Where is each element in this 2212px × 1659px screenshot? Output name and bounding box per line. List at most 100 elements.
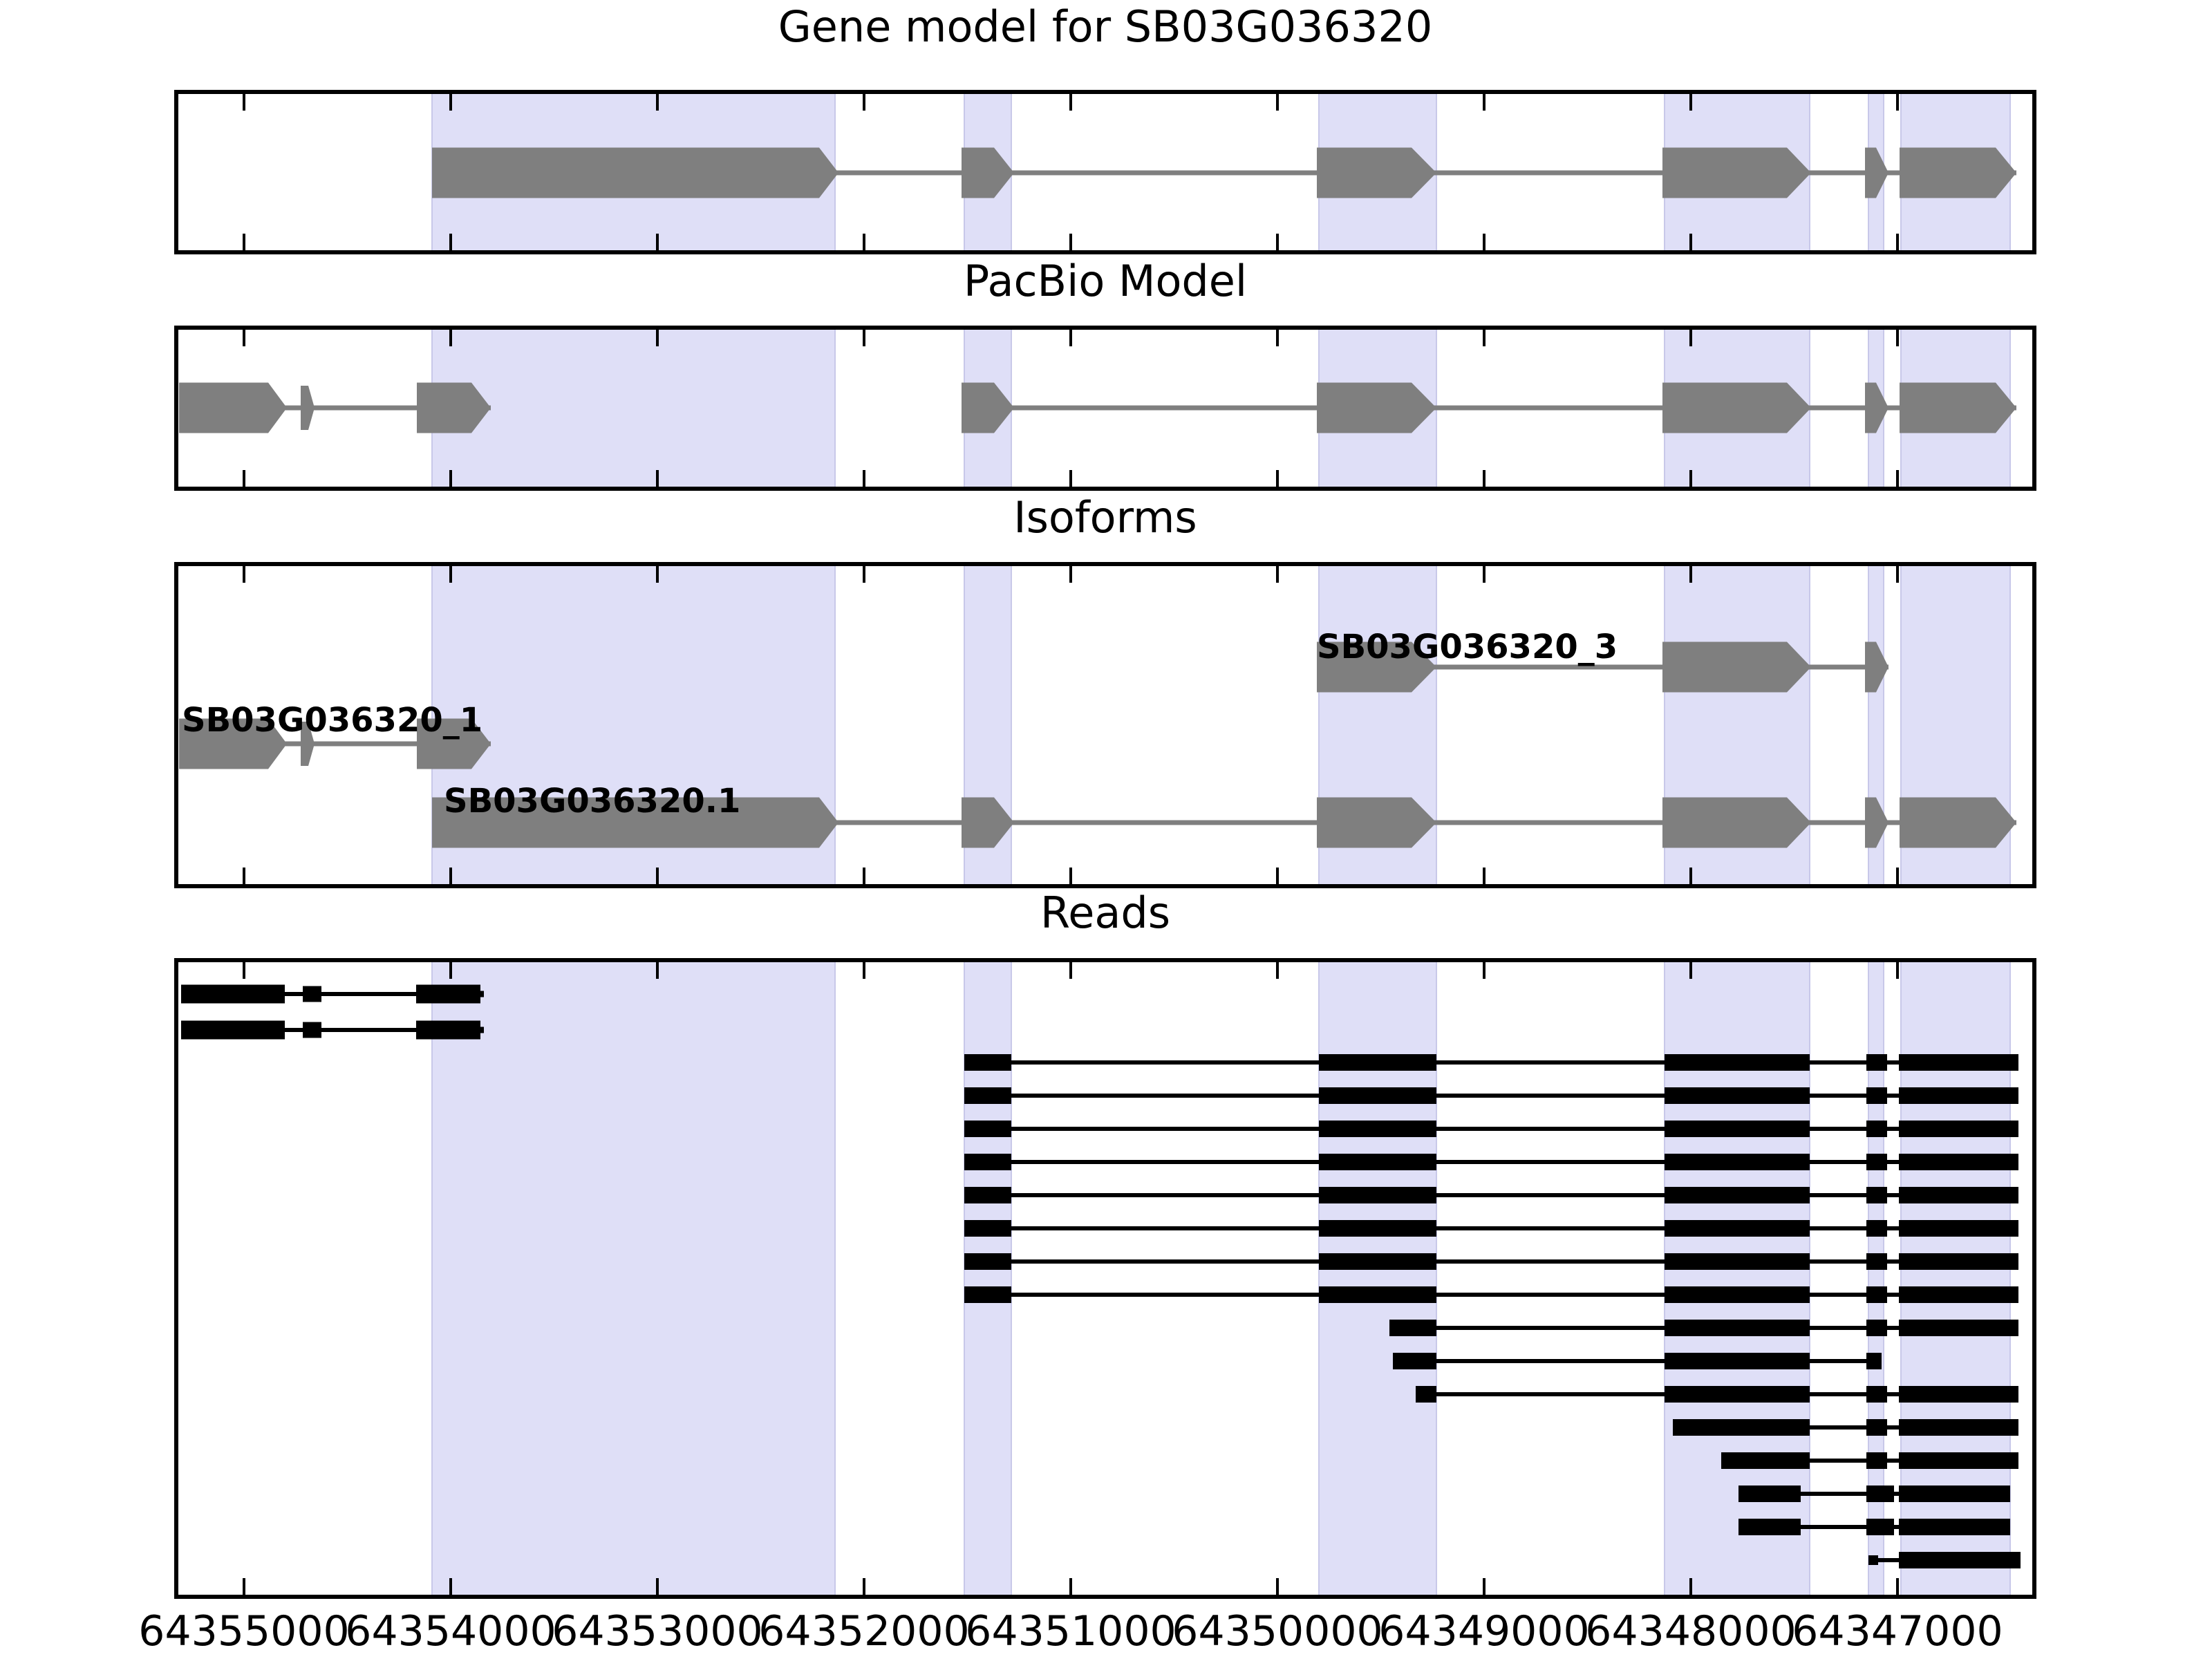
exon-arrow: [417, 718, 491, 769]
isoform-label: SB03G036320_3: [1317, 628, 1618, 666]
axis-tick-label: 64352000: [758, 1607, 969, 1656]
tick-mark: [1069, 92, 1072, 111]
read-exon: [964, 1220, 1011, 1237]
tick-mark: [1483, 960, 1485, 979]
tick-mark: [1483, 92, 1485, 111]
tick-mark: [243, 1578, 245, 1597]
read-exon: [1319, 1054, 1436, 1071]
tick-mark: [1276, 470, 1279, 489]
read-line: [1393, 1359, 1882, 1363]
read-exon: [1899, 1320, 2018, 1336]
read-exon: [1665, 1087, 1810, 1104]
tick-mark: [449, 470, 452, 489]
tick-mark: [449, 92, 452, 111]
read-exon: [480, 1027, 484, 1033]
tick-mark: [1896, 92, 1899, 111]
read-exon: [1319, 1154, 1436, 1170]
exon-arrow: [432, 797, 838, 848]
tick-mark: [1689, 234, 1692, 252]
read-exon: [1389, 1320, 1436, 1336]
tick-mark: [1896, 960, 1899, 979]
highlight-band: [431, 327, 836, 489]
exon-arrow: [962, 382, 1014, 433]
read-exon: [1899, 1386, 2018, 1403]
panel-title-pacbio-model: PacBio Model: [964, 256, 1247, 306]
read-exon: [1866, 1485, 1894, 1502]
read-exon: [181, 984, 285, 1004]
read-exon: [964, 1087, 1011, 1104]
read-exon: [964, 1253, 1011, 1270]
read-exon: [1899, 1452, 2018, 1469]
read-exon: [1319, 1187, 1436, 1203]
tick-mark: [1483, 328, 1485, 346]
read-exon: [964, 1187, 1011, 1203]
tick-mark: [449, 1578, 452, 1597]
read-line: [964, 1060, 2018, 1065]
read-line: [964, 1293, 2018, 1297]
exon-arrow: [301, 386, 315, 430]
read-line: [964, 1259, 2018, 1264]
read-exon: [303, 986, 321, 1002]
tick-mark: [243, 328, 245, 346]
exon-arrow: [962, 797, 1014, 848]
read-exon: [1665, 1286, 1810, 1303]
panel-isoforms-border: [174, 562, 2036, 888]
axis-tick-label: 64349000: [1378, 1607, 1589, 1656]
read-exon: [1899, 1485, 2010, 1502]
read-exon: [1738, 1485, 1801, 1502]
tick-mark: [449, 328, 452, 346]
panel-title-reads: Reads: [1040, 888, 1170, 938]
read-exon: [1319, 1087, 1436, 1104]
tick-mark: [656, 564, 659, 583]
tick-mark: [1483, 234, 1485, 252]
tick-mark: [1069, 1578, 1072, 1597]
intron-line: [432, 820, 2016, 825]
read-exon: [1319, 1121, 1436, 1137]
tick-mark: [243, 960, 245, 979]
tick-mark: [243, 234, 245, 252]
tick-mark: [656, 234, 659, 252]
tick-mark: [1896, 328, 1899, 346]
tick-mark: [863, 234, 865, 252]
tick-mark: [1276, 92, 1279, 111]
axis-tick-label: 64355000: [138, 1607, 349, 1656]
read-exon: [1665, 1187, 1810, 1203]
axis-tick-label: 64347000: [1792, 1607, 2003, 1656]
tick-mark: [1069, 470, 1072, 489]
tick-mark: [1689, 868, 1692, 886]
panel-reads-border: [174, 958, 2036, 1599]
read-exon: [1721, 1452, 1810, 1469]
tick-mark: [656, 92, 659, 111]
tick-mark: [863, 564, 865, 583]
tick-mark: [1483, 470, 1485, 489]
exon-arrow: [179, 718, 287, 769]
read-exon: [181, 1020, 285, 1040]
tick-mark: [656, 960, 659, 979]
tick-mark: [1689, 328, 1692, 346]
read-exon: [1665, 1253, 1810, 1270]
axis-tick-label: 64348000: [1585, 1607, 1796, 1656]
tick-mark: [243, 470, 245, 489]
exon-arrow: [1865, 382, 1888, 433]
read-exon: [1899, 1054, 2018, 1071]
intron-line: [179, 741, 491, 747]
panel-title-gene-model: Gene model for SB03G036320: [778, 1, 1433, 52]
tick-mark: [243, 868, 245, 886]
tick-mark: [1483, 1578, 1485, 1597]
read-exon: [1899, 1253, 2018, 1270]
read-exon: [1899, 1519, 2010, 1535]
read-exon: [1866, 1087, 1887, 1104]
tick-mark: [1276, 1578, 1279, 1597]
tick-mark: [863, 470, 865, 489]
tick-mark: [863, 868, 865, 886]
tick-mark: [1896, 470, 1899, 489]
tick-mark: [1689, 960, 1692, 979]
tick-mark: [1896, 564, 1899, 583]
read-exon: [1866, 1054, 1887, 1071]
tick-mark: [1896, 234, 1899, 252]
tick-mark: [1689, 470, 1692, 489]
read-exon: [480, 991, 484, 997]
tick-mark: [1069, 234, 1072, 252]
